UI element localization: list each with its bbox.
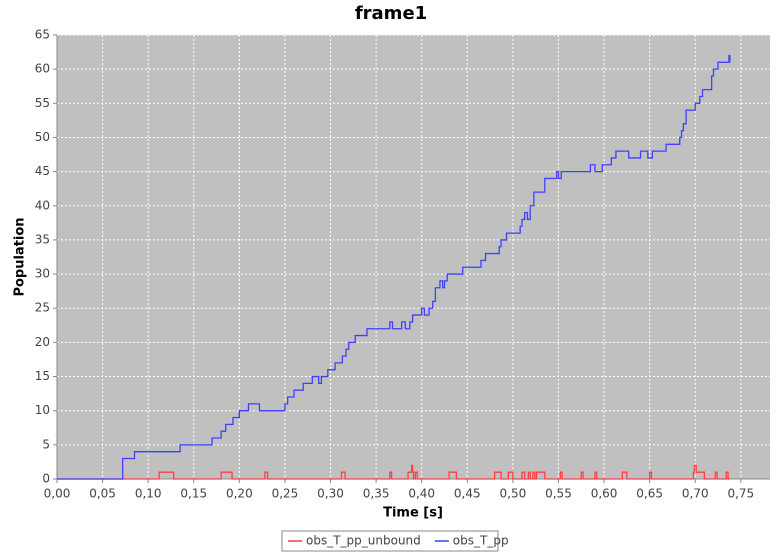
x-tick-label: 0,10 [135, 487, 162, 501]
x-tick-label: 0,35 [363, 487, 390, 501]
y-tick-label: 30 [35, 267, 50, 281]
x-tick-label: 0,30 [317, 487, 344, 501]
x-tick-label: 0,05 [89, 487, 116, 501]
y-tick-label: 20 [35, 335, 50, 349]
y-tick-label: 35 [35, 232, 50, 246]
y-tick-label: 5 [42, 437, 50, 451]
x-tick-label: 0,60 [591, 487, 618, 501]
x-axis-label: Time [s] [383, 506, 443, 521]
legend-label: obs_T_pp [453, 534, 509, 548]
x-tick-label: 0,55 [545, 487, 572, 501]
y-tick-label: 65 [35, 28, 50, 42]
y-tick-label: 45 [35, 164, 50, 178]
legend [281, 530, 499, 552]
x-tick-label: 0,20 [226, 487, 253, 501]
y-tick-label: 60 [35, 62, 50, 76]
y-tick-label: 10 [35, 403, 50, 417]
y-tick-label: 0 [42, 472, 50, 486]
plot-area [57, 35, 770, 479]
y-tick-label: 50 [35, 130, 50, 144]
x-tick-label: 0,40 [408, 487, 435, 501]
x-tick-label: 0,75 [727, 487, 754, 501]
x-tick-label: 0,00 [44, 487, 71, 501]
y-tick-label: 40 [35, 198, 50, 212]
y-tick-label: 55 [35, 96, 50, 110]
x-tick-label: 0,15 [180, 487, 207, 501]
x-tick-label: 0,50 [500, 487, 527, 501]
x-tick-label: 0,65 [636, 487, 663, 501]
x-tick-label: 0,70 [682, 487, 709, 501]
y-tick-label: 25 [35, 301, 50, 315]
y-tick-label: 15 [35, 369, 50, 383]
y-axis-label: Population [13, 217, 28, 296]
x-tick-label: 0,45 [454, 487, 481, 501]
series-line [57, 464, 730, 480]
x-tick-label: 0,25 [272, 487, 299, 501]
legend-label: obs_T_pp_unbound [306, 534, 421, 548]
chart-title: frame1 [355, 3, 427, 24]
series-line [57, 54, 731, 480]
